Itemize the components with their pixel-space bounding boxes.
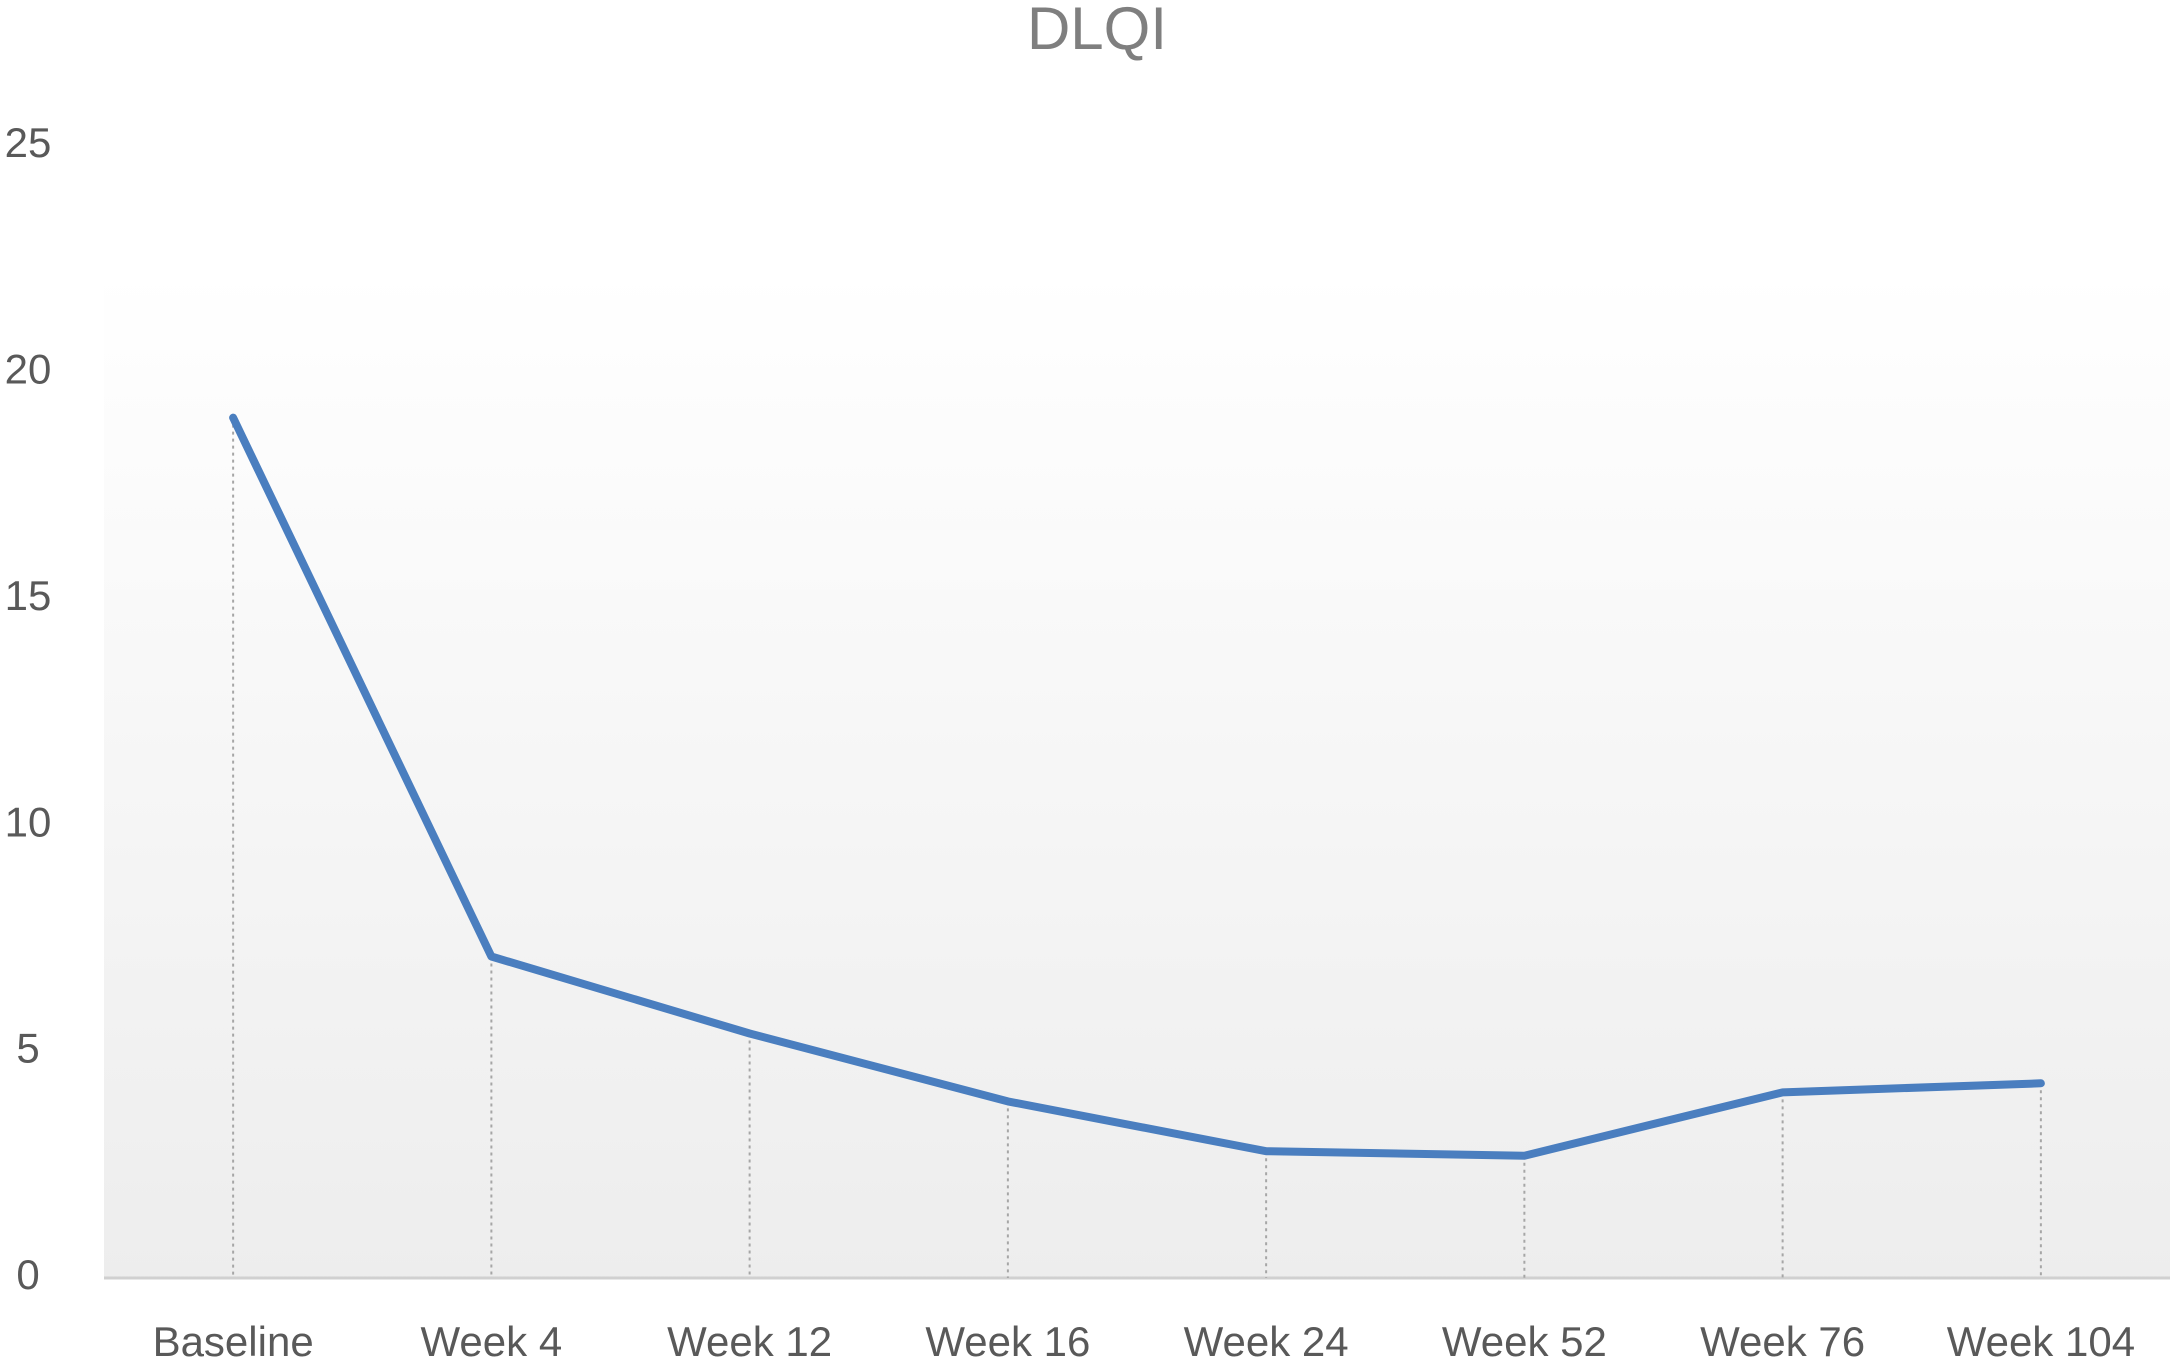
x-tick-label: Week 52 <box>1442 1318 1607 1365</box>
y-tick-label: 20 <box>5 345 52 392</box>
y-tick-label: 0 <box>16 1251 39 1298</box>
y-tick-label: 10 <box>5 798 52 845</box>
x-tick-label: Baseline <box>153 1318 314 1365</box>
y-tick-label: 5 <box>16 1025 39 1072</box>
data-line <box>229 413 2045 1160</box>
x-tick-label: Week 76 <box>1700 1318 1865 1365</box>
y-tick-label: 25 <box>5 119 52 166</box>
x-tick-label: Week 12 <box>667 1318 832 1365</box>
plot-background <box>104 270 2170 1278</box>
chart-title: DLQI <box>1027 0 1167 62</box>
x-tick-label: Week 24 <box>1184 1318 1349 1365</box>
x-tick-label: Week 4 <box>421 1318 563 1365</box>
y-tick-label: 15 <box>5 572 52 619</box>
x-tick-label: Week 104 <box>1947 1318 2135 1365</box>
x-tick-label: Week 16 <box>925 1318 1090 1365</box>
